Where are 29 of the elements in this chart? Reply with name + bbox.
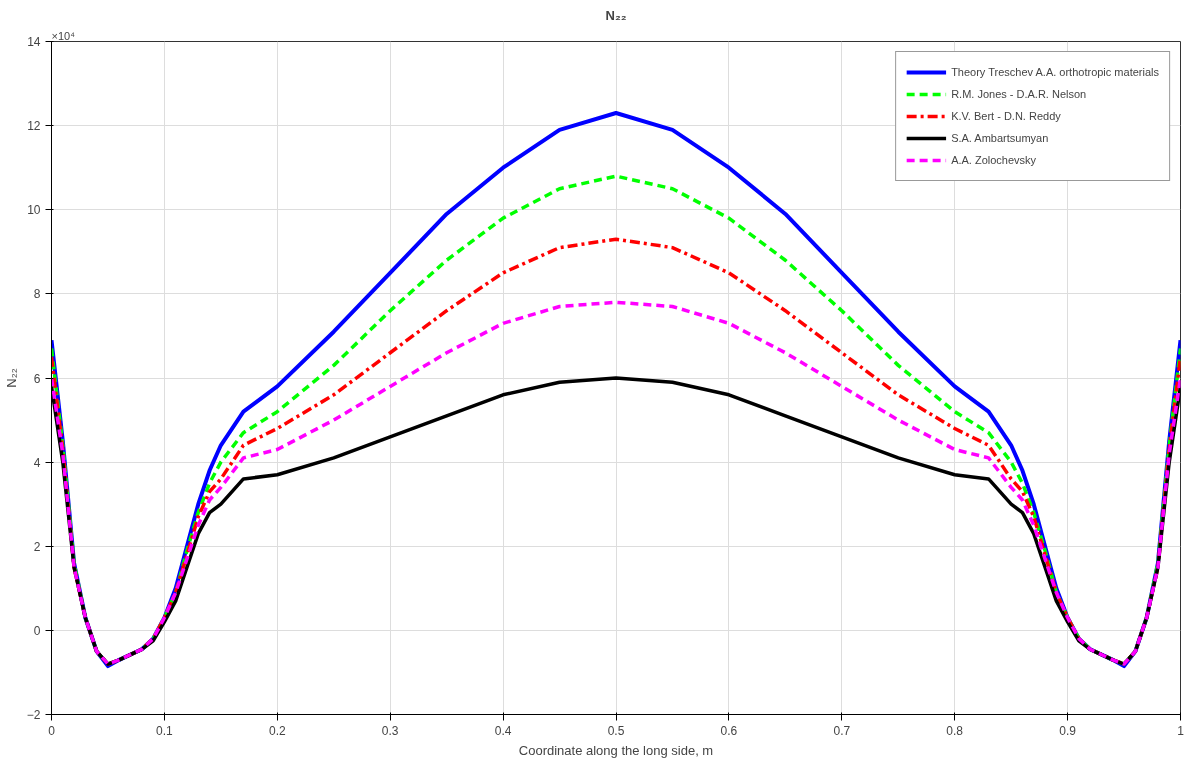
x-tick-label: 0.6: [720, 723, 738, 738]
x-tick-label: 0.4: [494, 723, 512, 738]
legend-label: Theory Treschev A.A. orthotropic materials: [951, 66, 1159, 78]
x-tick-label: 0.7: [833, 723, 851, 738]
annotation: ×10⁴: [51, 29, 76, 42]
y-axis-title: N₂₂: [3, 368, 19, 388]
y-tick-label: 14: [27, 35, 41, 49]
y-tick-label: −2: [26, 708, 41, 722]
x-tick-label: 0.9: [1059, 723, 1077, 738]
x-tick-label: 0.8: [946, 723, 964, 738]
x-tick-label: 0.1: [156, 723, 174, 738]
legend-label: S.A. Ambartsumyan: [951, 132, 1049, 144]
x-tick-label: 1: [1177, 723, 1185, 738]
y-tick-label: 4: [33, 455, 41, 470]
legend-label: K.V. Bert - D.N. Reddy: [951, 110, 1061, 122]
y-tick-label: 10: [27, 203, 41, 218]
y-tick-label: 12: [27, 119, 41, 134]
legend-label: R.M. Jones - D.A.R. Nelson: [951, 88, 1087, 100]
x-tick-label: 0.3: [381, 723, 399, 738]
y-tick-label: 8: [33, 287, 41, 302]
chart-title: N₂₂: [605, 7, 627, 23]
x-tick-label: 0.2: [268, 723, 286, 738]
y-tick-label: 6: [33, 371, 41, 386]
y-tick-label: 0: [33, 623, 41, 638]
y-tick-label: 2: [33, 539, 41, 554]
x-tick-label: 0: [48, 723, 56, 738]
x-axis-title: Coordinate along the long side, m: [518, 742, 714, 758]
legend-label: A.A. Zolochevsky: [951, 154, 1037, 166]
x-tick-label: 0.5: [607, 723, 625, 738]
